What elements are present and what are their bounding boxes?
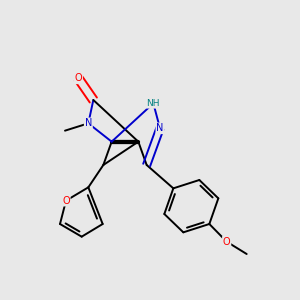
Text: O: O	[74, 73, 82, 83]
Text: O: O	[223, 237, 230, 247]
Text: NH: NH	[147, 99, 160, 108]
Text: O: O	[62, 196, 70, 206]
Text: N: N	[85, 118, 92, 128]
Text: N: N	[156, 123, 164, 133]
